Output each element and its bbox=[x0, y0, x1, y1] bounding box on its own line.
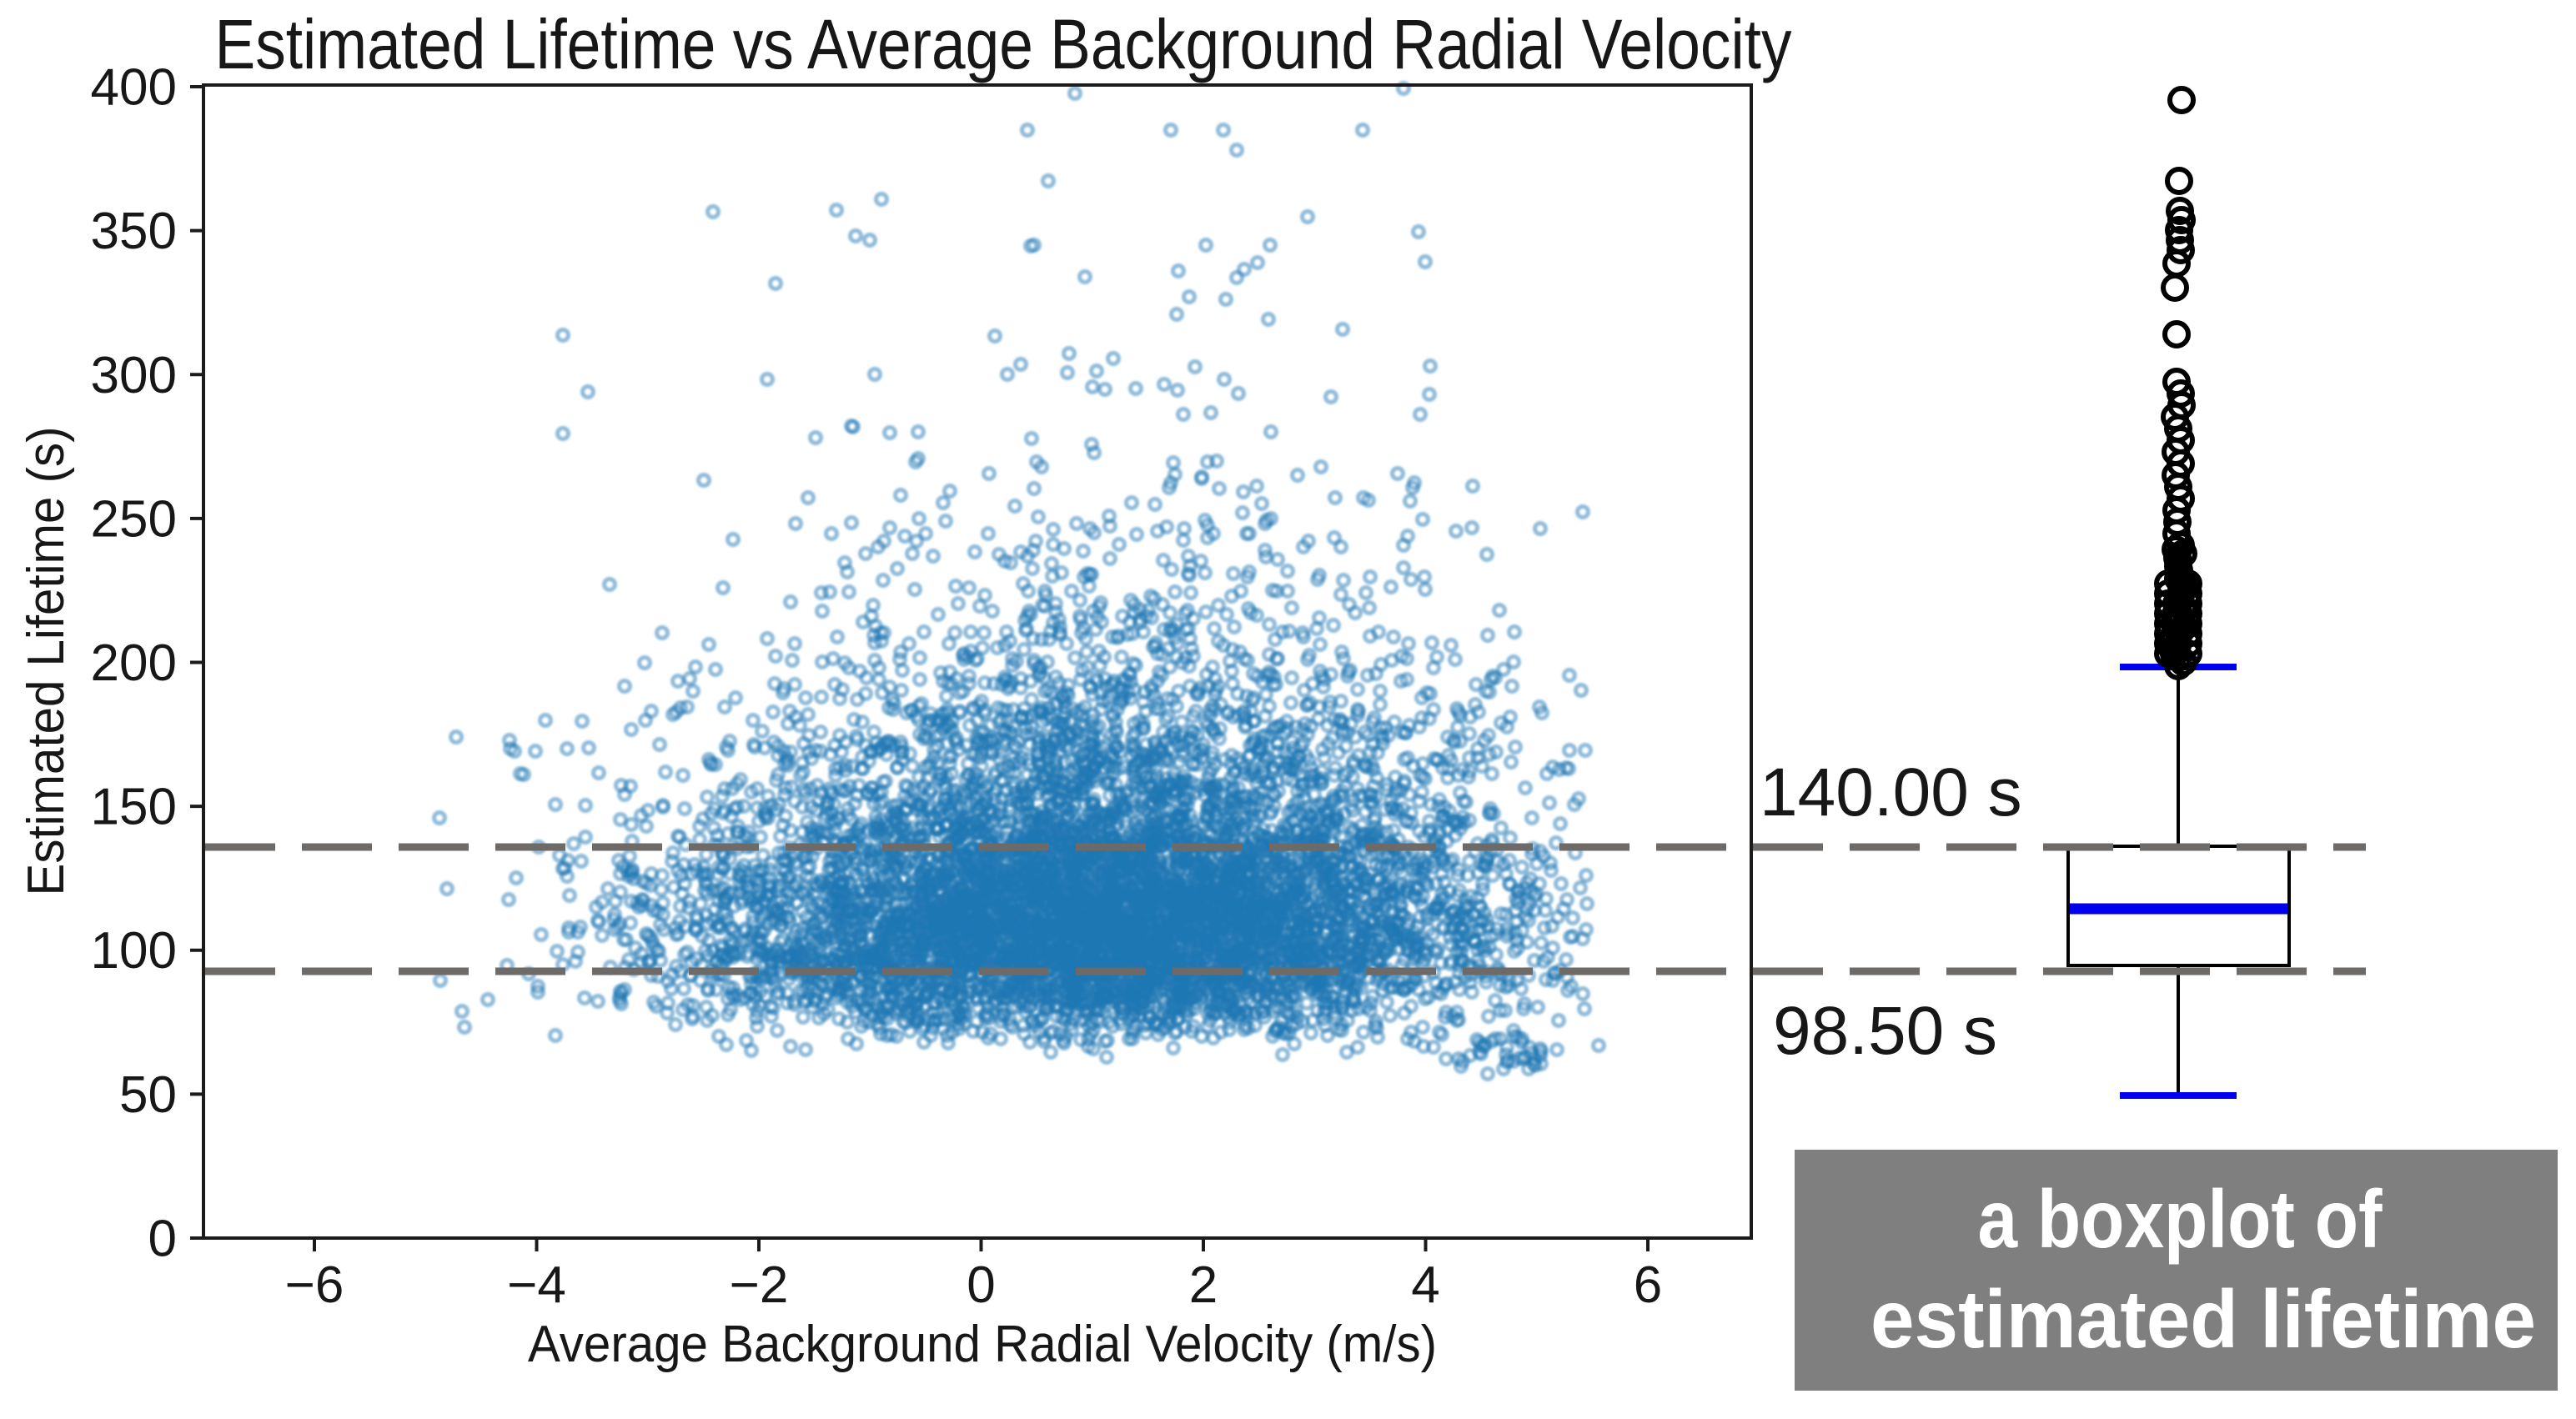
svg-text:estimated lifetime: estimated lifetime bbox=[1870, 1273, 2536, 1365]
svg-text:Average Background Radial Velo: Average Background Radial Velocity (m/s) bbox=[528, 1316, 1437, 1373]
svg-text:−4: −4 bbox=[507, 1256, 566, 1314]
svg-text:Estimated Lifetime vs Average: Estimated Lifetime vs Average Background… bbox=[215, 5, 1792, 83]
svg-text:300: 300 bbox=[91, 347, 177, 404]
svg-text:150: 150 bbox=[91, 779, 177, 836]
svg-text:6: 6 bbox=[1634, 1256, 1662, 1314]
svg-text:100: 100 bbox=[91, 922, 177, 980]
svg-text:2: 2 bbox=[1189, 1256, 1218, 1314]
svg-text:250: 250 bbox=[91, 490, 177, 548]
svg-text:−2: −2 bbox=[730, 1256, 789, 1314]
svg-text:0: 0 bbox=[148, 1211, 177, 1268]
svg-text:4: 4 bbox=[1411, 1256, 1439, 1314]
svg-text:200: 200 bbox=[91, 634, 177, 692]
svg-text:400: 400 bbox=[91, 59, 177, 117]
svg-text:350: 350 bbox=[91, 203, 177, 260]
svg-text:Estimated Lifetime (s): Estimated Lifetime (s) bbox=[18, 427, 75, 896]
svg-text:140.00 s: 140.00 s bbox=[1760, 755, 2022, 830]
svg-text:98.50 s: 98.50 s bbox=[1773, 993, 1997, 1069]
svg-text:0: 0 bbox=[967, 1256, 995, 1314]
svg-text:−6: −6 bbox=[285, 1256, 344, 1314]
svg-text:a boxplot of: a boxplot of bbox=[1978, 1173, 2383, 1265]
svg-text:50: 50 bbox=[119, 1066, 177, 1124]
